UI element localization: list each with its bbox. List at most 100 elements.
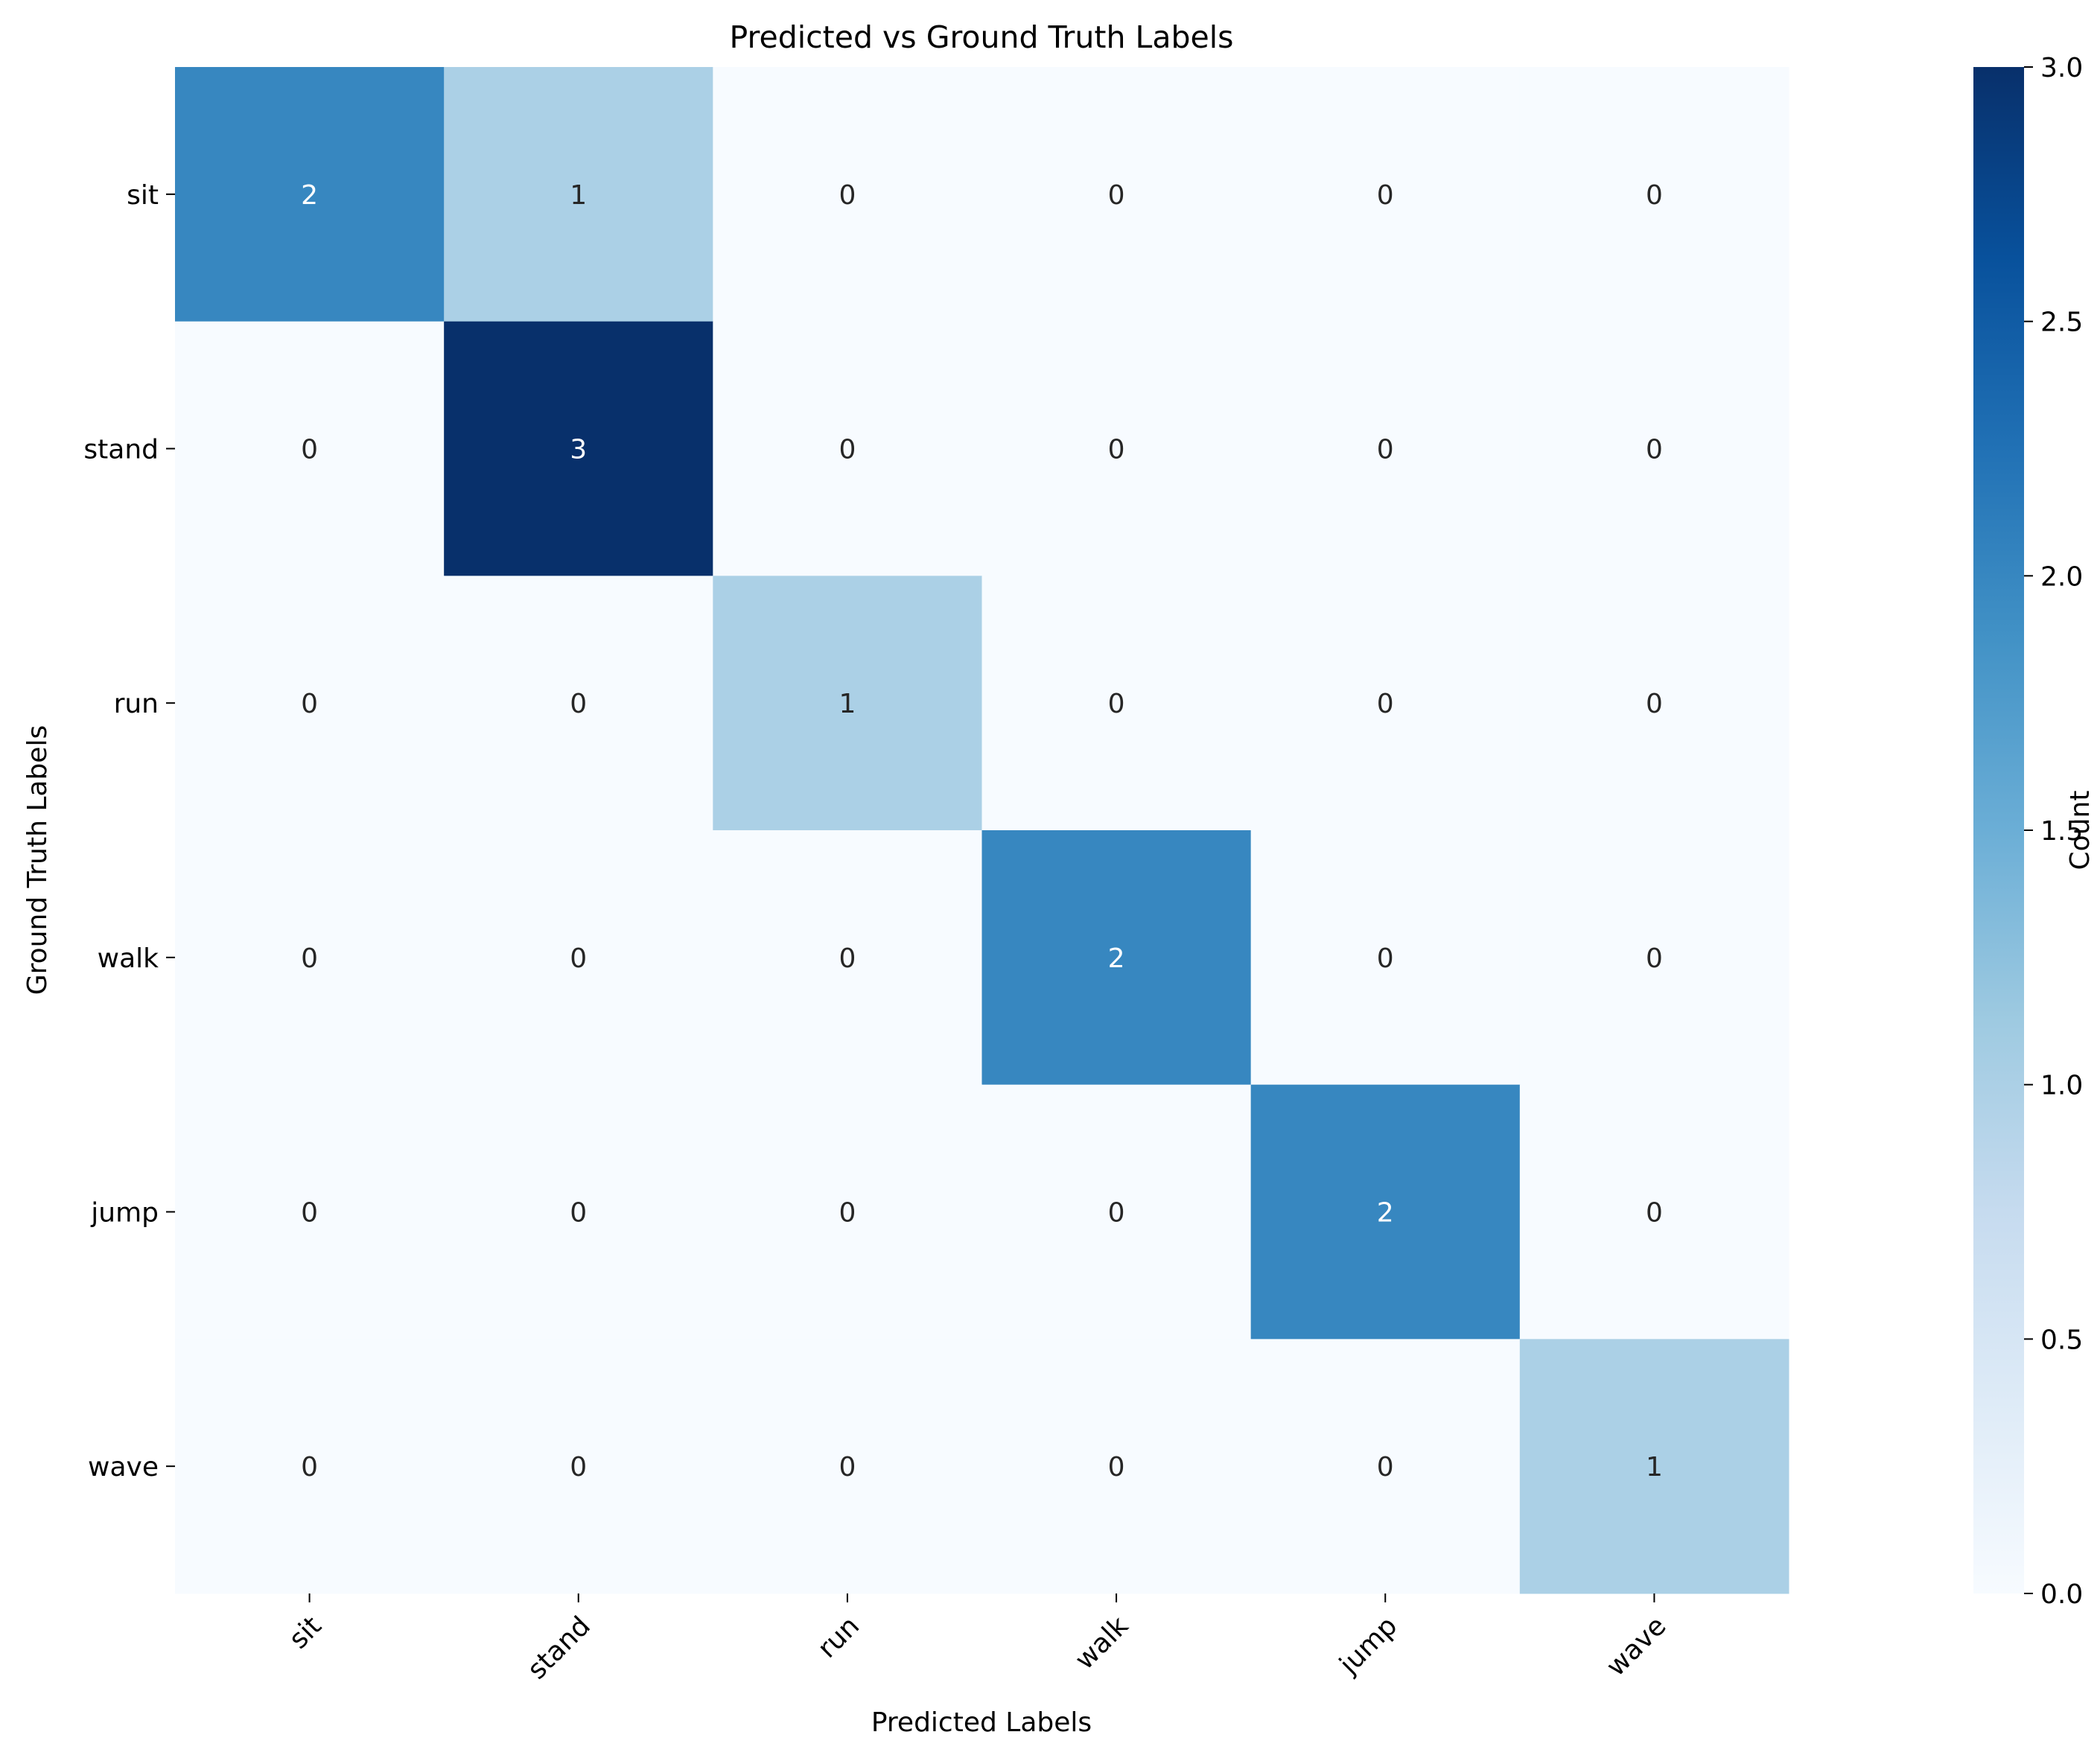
heatmap-cells [175,67,1789,1594]
cell-value-label: 0 [1108,180,1125,211]
colorbar [1973,67,2024,1593]
cell-value-label: 0 [1646,1198,1663,1229]
heatmap-cell [1519,67,1789,322]
colorbar-tick-label: 3.0 [2040,53,2083,83]
heatmap-cell [175,1339,445,1594]
colorbar-tick-label: 1.5 [2040,816,2083,847]
heatmap-cell [1519,576,1789,831]
cell-value-label: 0 [839,1198,856,1229]
heatmap-cell [981,321,1252,576]
x-axis-label: Predicted Labels [871,1707,1092,1738]
cell-value-label: 0 [1108,1198,1125,1229]
cell-value-label: 0 [839,435,856,465]
heatmap-cell [713,67,982,322]
heatmap-cell [444,830,713,1086]
y-tick-label: stand [83,435,159,465]
heatmap-cell [1250,321,1521,576]
cell-value-label: 0 [839,943,856,974]
cell-value-label: 0 [1108,1452,1125,1483]
heatmap-cell [444,576,713,831]
heatmap-cell [175,67,445,322]
cell-value-label: 0 [1646,689,1663,719]
cell-value-label: 0 [570,1198,587,1229]
heatmap-cell [175,830,445,1086]
cell-value-label: 0 [301,1198,318,1229]
heatmap-cell [175,576,445,831]
y-axis-label: Ground Truth Labels [22,725,53,995]
chart-title: Predicted vs Ground Truth Labels [730,19,1234,55]
colorbar-tick-label: 2.0 [2040,561,2083,592]
heatmap-cell [1250,1084,1521,1340]
x-tick-label: wave [1600,1611,1672,1682]
y-axis-ticks: sit stand run walk jump wave [83,180,175,1483]
heatmap-cell [1250,576,1521,831]
heatmap-cell-labels: 2 1 0 0 0 0 0 3 0 0 0 0 0 0 1 0 0 0 0 0 0 2 0 0 0 0 0 0 2 0 0 0 0 0 0 1 [301,180,1663,1483]
cell-value-label: 1 [1646,1452,1663,1483]
cell-value-label: 0 [301,1452,318,1483]
heatmap-cell [713,1084,982,1340]
cell-value-label: 0 [570,1452,587,1483]
heatmap-cell [981,830,1252,1086]
heatmap-cell [713,830,982,1086]
y-tick-label: run [114,689,159,719]
cell-value-label: 0 [1377,943,1394,974]
colorbar-tick-label: 0.0 [2040,1579,2083,1610]
heatmap-cell [1250,1339,1521,1594]
heatmap-cell [1519,1084,1789,1340]
colorbar-label: Count [2065,791,2096,870]
heatmap-cell [444,321,713,576]
cell-value-label: 0 [1377,435,1394,465]
heatmap-cell [1519,321,1789,576]
x-tick-label: jump [1334,1611,1404,1681]
x-tick-label: sit [283,1611,327,1655]
cell-value-label: 0 [301,943,318,974]
cell-value-label: 0 [1646,435,1663,465]
x-tick-label: run [812,1611,865,1664]
cell-value-label: 0 [839,1452,856,1483]
x-axis-ticks: sit stand run walk jump wave [283,1593,1673,1685]
cell-value-label: 0 [1108,435,1125,465]
cell-value-label: 0 [301,689,318,719]
heatmap-cell [981,1084,1252,1340]
cell-value-label: 0 [570,943,587,974]
cell-value-label: 1 [570,180,587,211]
x-tick-label: stand [522,1611,596,1685]
heatmap-cell [444,67,713,322]
heatmap-cell [713,321,982,576]
heatmap-cell [981,67,1252,322]
heatmap-cell [1519,1339,1789,1594]
colorbar-tick-label: 1.0 [2040,1071,2083,1101]
cell-value-label: 0 [1377,689,1394,719]
heatmap-cell [981,1339,1252,1594]
cell-value-label: 0 [1377,1452,1394,1483]
cell-value-label: 0 [1646,180,1663,211]
y-tick-label: wave [88,1452,159,1483]
cell-value-label: 2 [1377,1198,1394,1229]
heatmap-cell [1250,67,1521,322]
colorbar-tick-label: 0.5 [2040,1325,2083,1355]
heatmap-cell [444,1339,713,1594]
cell-value-label: 0 [570,689,587,719]
heatmap-cell [444,1084,713,1340]
cell-value-label: 0 [1108,689,1125,719]
colorbar-tick-label: 2.5 [2040,308,2083,338]
y-tick-label: jump [90,1198,159,1229]
x-tick-label: walk [1069,1611,1134,1675]
heatmap-cell [1250,830,1521,1086]
heatmap-cell [713,576,982,831]
cell-value-label: 0 [301,435,318,465]
y-tick-label: sit [127,180,159,211]
cell-value-label: 0 [1646,943,1663,974]
heatmap-cell [1519,830,1789,1086]
cell-value-label: 1 [839,689,856,719]
colorbar-ticks: 0.0 0.5 1.0 1.5 2.0 2.5 3.0 [2024,53,2083,1610]
heatmap-cell [981,576,1252,831]
cell-value-label: 2 [301,180,318,211]
y-tick-label: walk [98,943,159,974]
cell-value-label: 0 [839,180,856,211]
heatmap-cell [175,1084,445,1340]
heatmap-cell [713,1339,982,1594]
cell-value-label: 3 [570,435,587,465]
heatmap-cell [175,321,445,576]
